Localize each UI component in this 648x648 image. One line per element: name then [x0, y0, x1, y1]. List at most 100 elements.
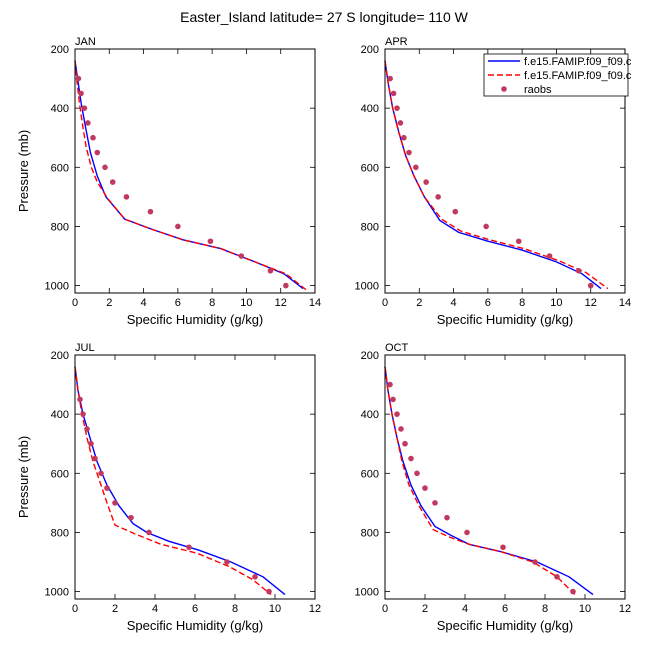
x-tick-label: 8 — [209, 297, 215, 309]
y-tick-label: 400 — [51, 409, 69, 421]
raobs-point — [207, 238, 214, 245]
raobs-point — [570, 588, 576, 595]
legend-raobs-label: raobs — [524, 84, 552, 96]
raobs-point — [554, 574, 560, 580]
raobs-point — [532, 559, 538, 565]
y-axis-label: Pressure (mb) — [16, 436, 31, 518]
raobs-point — [128, 514, 134, 521]
raobs-point — [267, 268, 274, 274]
raobs-point — [88, 440, 94, 447]
y-tick-label: 600 — [51, 468, 69, 480]
raobs-point — [109, 179, 116, 185]
raobs-point — [402, 440, 408, 447]
raobs-point — [515, 238, 522, 245]
y-tick-label: 400 — [51, 103, 69, 115]
y-tick-label: 600 — [51, 162, 69, 174]
legend: f.e15.FAMIP.f09_f09.c f.e15.FAMIP.f09_f0… — [483, 53, 632, 97]
panel-month-label: APR — [385, 36, 408, 48]
raobs-point — [435, 194, 441, 200]
series-line-dashed — [74, 60, 307, 291]
x-tick-label: 0 — [382, 297, 388, 309]
panel-oct: 0 2 4 6 8 10 12 200 400 600 800 1000 OCT Specific Hum… — [355, 342, 632, 633]
raobs-point — [94, 149, 101, 156]
raobs-point — [112, 500, 118, 506]
raobs-point — [575, 268, 582, 274]
y-tick-label: 800 — [51, 221, 69, 233]
series-line-solid — [384, 366, 594, 596]
raobs-point — [387, 381, 393, 388]
x-tick-label: 8 — [542, 603, 548, 615]
x-tick-label: 10 — [579, 603, 591, 615]
x-tick-label: 12 — [585, 297, 597, 309]
raobs-point — [500, 544, 506, 551]
x-tick-label: 6 — [192, 603, 198, 615]
x-tick-label: 6 — [502, 603, 508, 615]
legend-solid-label: f.e15.FAMIP.f09_f09.c — [524, 56, 632, 68]
raobs-point — [92, 455, 98, 462]
raobs-point — [84, 426, 90, 432]
raobs-point — [104, 485, 110, 491]
raobs-point — [85, 120, 91, 126]
x-tick-label: 0 — [72, 603, 78, 615]
raobs-point — [408, 455, 414, 462]
x-tick-label: 0 — [72, 297, 78, 309]
plot-frame — [384, 48, 626, 294]
raobs-point — [394, 411, 400, 417]
raobs-point — [252, 574, 258, 580]
legend-dashed-label: f.e15.FAMIP.f09_f09.c — [524, 70, 632, 82]
raobs-point — [452, 208, 459, 215]
y-tick-label: 1000 — [45, 587, 69, 599]
series-line-solid — [74, 366, 286, 596]
x-tick-label: 4 — [141, 297, 147, 309]
series-line-solid — [384, 60, 602, 290]
x-tick-label: 0 — [382, 603, 388, 615]
y-tick-label: 1000 — [45, 281, 69, 293]
raobs-point — [546, 253, 553, 259]
raobs-point — [414, 470, 420, 477]
raobs-point — [123, 194, 130, 200]
raobs-point — [81, 105, 88, 111]
x-tick-label: 12 — [275, 297, 287, 309]
y-tick-label: 200 — [51, 350, 69, 362]
raobs-point — [387, 75, 393, 82]
y-tick-label: 600 — [361, 468, 379, 480]
x-tick-label: 10 — [550, 297, 562, 309]
y-axis-label: Pressure (mb) — [16, 130, 31, 212]
x-tick-label: 4 — [462, 603, 468, 615]
x-tick-label: 6 — [485, 297, 491, 309]
x-tick-label: 14 — [619, 297, 631, 309]
y-tick-label: 400 — [361, 103, 379, 115]
panel-jul: 0 2 4 6 8 10 12 200 400 600 800 1000 JUL Specific Hum… — [16, 342, 321, 633]
raobs-point — [175, 223, 181, 230]
y-tick-label: 1000 — [355, 587, 379, 599]
x-tick-label: 14 — [309, 297, 321, 309]
series-line-solid — [74, 60, 304, 290]
panel-jan: 0 2 4 6 8 10 12 14 200 400 600 800 1000 JAN Specific H… — [16, 36, 321, 327]
figure-title: Easter_Island latitude= 27 S longitude= … — [180, 9, 468, 25]
raobs-point — [75, 75, 82, 82]
raobs-point — [102, 164, 108, 171]
raobs-point — [464, 529, 470, 536]
x-tick-label: 12 — [619, 603, 631, 615]
y-tick-label: 800 — [361, 221, 379, 233]
raobs-point — [266, 588, 272, 595]
y-tick-label: 200 — [51, 44, 69, 56]
raobs-point — [423, 179, 429, 185]
x-tick-label: 4 — [451, 297, 457, 309]
raobs-point — [444, 514, 450, 521]
raobs-point — [80, 411, 86, 417]
y-tick-label: 800 — [51, 527, 69, 539]
raobs-point — [77, 396, 83, 403]
x-axis-label: Specific Humidity (g/kg) — [127, 312, 264, 327]
raobs-point — [406, 149, 412, 156]
raobs-point — [390, 396, 396, 403]
x-tick-label: 12 — [309, 603, 321, 615]
x-tick-label: 2 — [106, 297, 112, 309]
x-axis-label: Specific Humidity (g/kg) — [437, 618, 574, 633]
raobs-point — [224, 559, 230, 565]
raobs-point — [98, 470, 104, 477]
panel-apr: 0 2 4 6 8 10 12 14 200 400 600 800 1000 APR Specific H… — [355, 36, 632, 327]
plot-frame — [74, 48, 316, 294]
raobs-point — [401, 134, 407, 141]
